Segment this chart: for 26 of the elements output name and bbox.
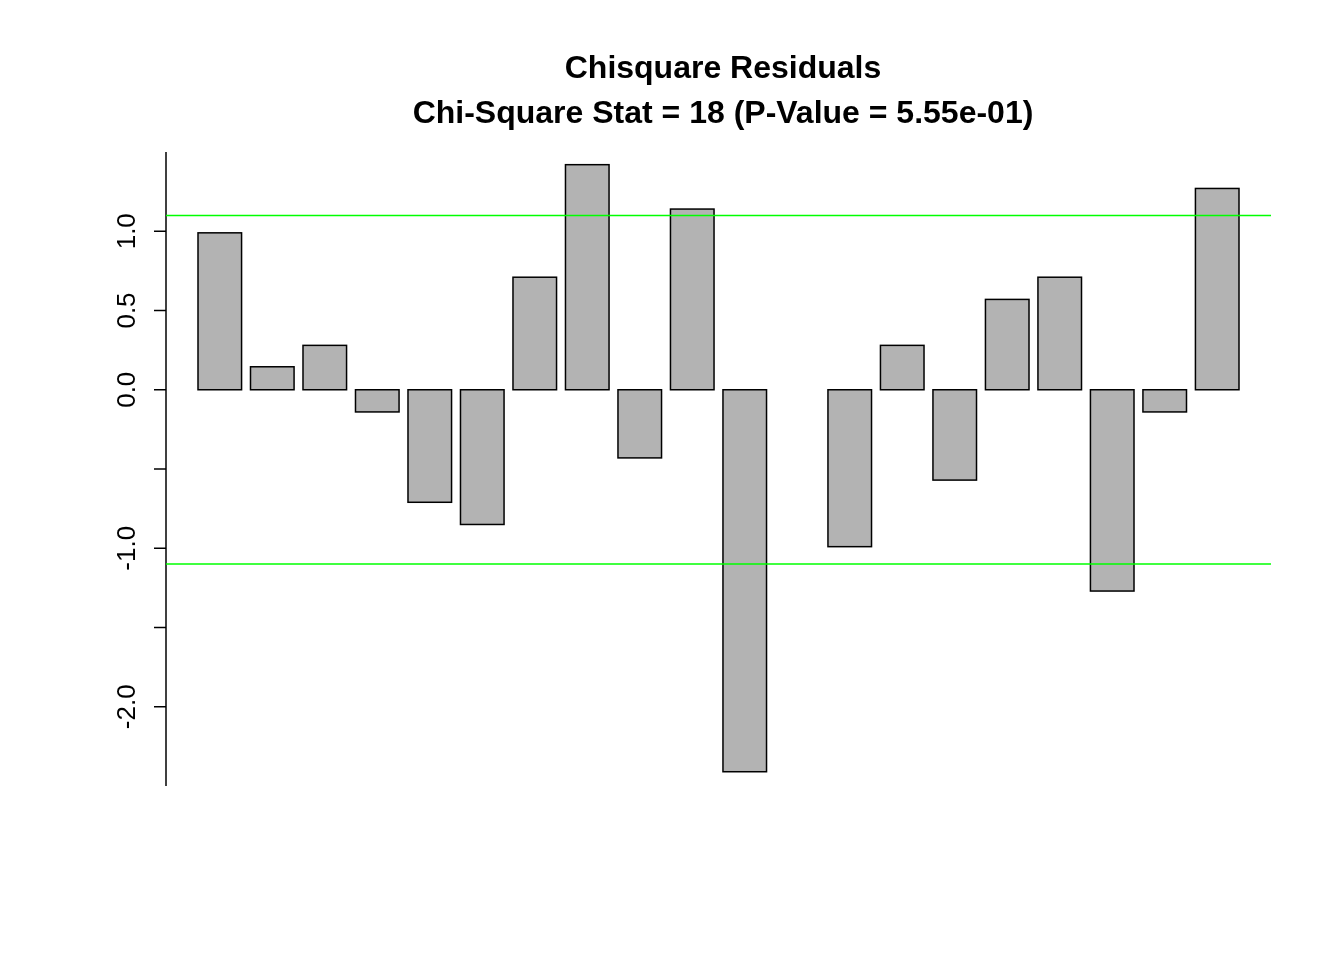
bar xyxy=(564,163,610,391)
chart-subtitle: Chi-Square Stat = 18 (P-Value = 5.55e-01) xyxy=(412,94,1034,130)
bar xyxy=(459,389,505,526)
y-tick-label: 0.0 xyxy=(110,371,141,408)
bar xyxy=(932,389,978,481)
bar xyxy=(879,344,925,391)
y-tick-label: 0.5 xyxy=(110,292,141,329)
bar xyxy=(354,389,400,413)
bar xyxy=(984,298,1030,391)
bar xyxy=(617,389,663,459)
y-tick-label: 1.0 xyxy=(110,213,141,250)
bar xyxy=(512,276,558,391)
bar xyxy=(1089,389,1135,592)
bar xyxy=(722,389,768,773)
bar xyxy=(249,366,295,391)
bar xyxy=(407,389,453,504)
chart-title: Chisquare Residuals xyxy=(564,49,882,85)
y-tick-label: -2.0 xyxy=(110,684,141,730)
bar xyxy=(1037,276,1083,391)
bar xyxy=(669,208,715,391)
bar xyxy=(1194,187,1240,391)
bar xyxy=(1142,389,1188,413)
bar xyxy=(827,389,873,548)
bar xyxy=(302,344,348,391)
y-tick-label: -1.0 xyxy=(110,525,141,571)
bar xyxy=(197,232,243,391)
